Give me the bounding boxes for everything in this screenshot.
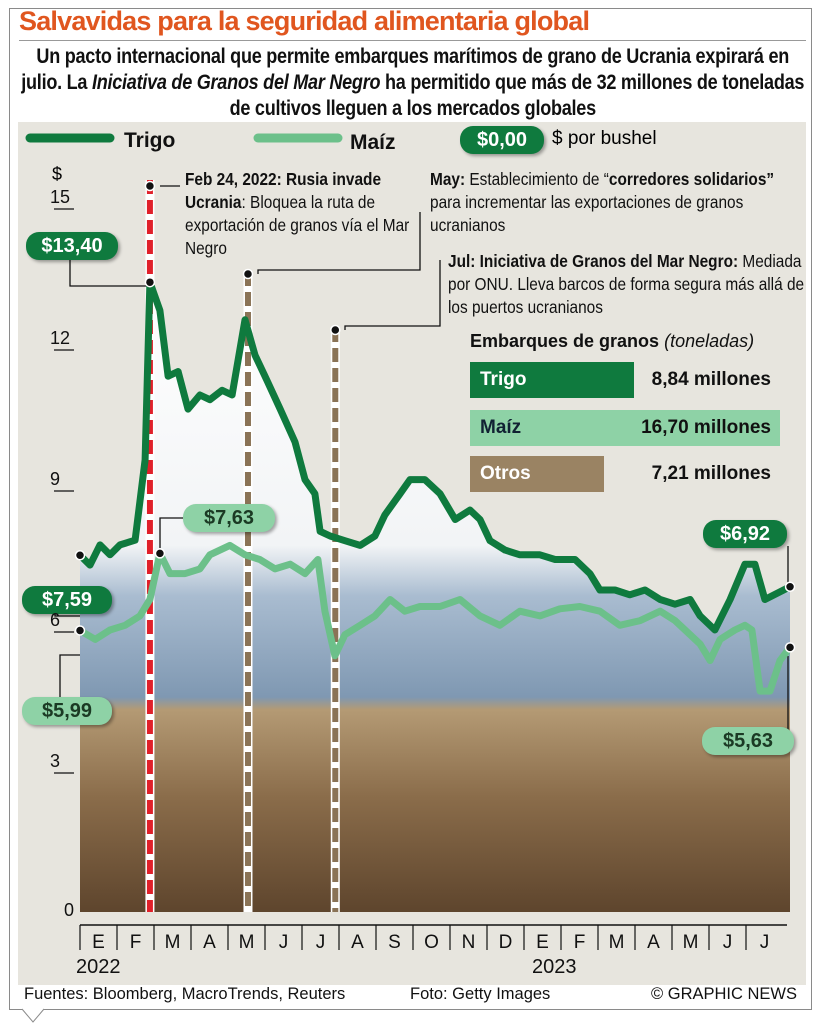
x-tick-label: F xyxy=(574,932,586,953)
subtitle-part: Un pacto internacional que permite embar… xyxy=(21,45,790,94)
x-tick-label: A xyxy=(647,932,660,953)
marker-dot xyxy=(74,625,86,636)
shipments-title: Embarques de granos (toneladas) xyxy=(470,331,754,352)
marker-dot xyxy=(144,180,156,192)
marker-dot xyxy=(242,268,254,280)
wheat-price-line xyxy=(77,278,792,634)
x-tick-label: J xyxy=(279,932,289,953)
shipment-bar-1: Maíz xyxy=(470,410,780,446)
year-label-2022: 2022 xyxy=(76,956,121,978)
leader-line xyxy=(69,260,150,287)
y-tick-label: 12 xyxy=(50,328,71,348)
marker-dot xyxy=(144,276,156,288)
x-tick-label: M xyxy=(239,932,255,953)
annotation-may-bold: May: xyxy=(430,169,466,189)
year-label-2023: 2023 xyxy=(532,956,577,978)
x-tick-label: J xyxy=(760,932,770,953)
x-tick-label: E xyxy=(92,932,105,953)
annotation-invasion-text: : Bloquea la ruta de exportación de gran… xyxy=(185,192,410,258)
callout-wheat-start: $7,59 xyxy=(22,586,112,614)
x-tick-label: J xyxy=(723,932,733,953)
y-tick-label: 3 xyxy=(50,751,61,771)
shipment-bar-label: Maíz xyxy=(480,417,522,438)
subtitle-part: ha permitido que más de 32 millones de t… xyxy=(229,71,805,120)
annotation-may-bold2: corredores solidarios” xyxy=(608,169,775,189)
copyright: © GRAPHIC NEWS xyxy=(651,985,798,1003)
callout-corn-start: $5,99 xyxy=(22,697,112,725)
x-tick-label: F xyxy=(130,932,142,953)
annotation-may: May: Establecimiento de “corredores soli… xyxy=(430,168,800,237)
shipment-bar-2: Otros xyxy=(470,456,604,492)
callout-corn-end: $5,63 xyxy=(702,727,794,755)
frame xyxy=(9,8,812,1010)
title: Salvavidas para la seguridad alimentaria… xyxy=(19,6,590,36)
annotation-jul-text: Mediada por ONU. Lleva barcos de forma s… xyxy=(448,251,805,317)
x-tick-label: E xyxy=(536,932,549,953)
marker-dot xyxy=(154,548,166,559)
y-tick-label: 0 xyxy=(64,900,75,920)
callout-wheat-end: $6,92 xyxy=(703,520,787,548)
shipments-unit: (toneladas) xyxy=(664,331,755,351)
x-tick-label: A xyxy=(203,932,216,953)
annotation-jul: Jul: Iniciativa de Granos del Mar Negro:… xyxy=(448,250,804,319)
x-tick-label: O xyxy=(424,932,439,953)
x-tick-label: A xyxy=(351,932,364,953)
marker-dot xyxy=(784,642,796,653)
callout-corn-feb: $7,63 xyxy=(183,504,275,532)
shipment-bar-value: 16,70 millones xyxy=(641,417,771,438)
leader-line xyxy=(59,654,80,700)
shipment-bar-value: 8,84 millones xyxy=(651,369,771,390)
leader-line xyxy=(257,212,421,274)
title-divider xyxy=(19,40,806,41)
shipment-bar-0: Trigo xyxy=(470,362,635,398)
leader-line xyxy=(159,517,183,548)
shipment-bar-label: Otros xyxy=(480,463,531,484)
marker-dot xyxy=(330,324,341,336)
x-tick-label: M xyxy=(683,932,699,953)
shipments-title-text: Embarques de granos xyxy=(470,331,660,351)
y-tick-label: 6 xyxy=(50,610,61,630)
legend-price-pill: $0,00 xyxy=(460,126,544,154)
x-tick-label: N xyxy=(462,932,476,953)
shipment-bar-label: Trigo xyxy=(480,369,527,390)
x-tick-label: S xyxy=(388,932,401,953)
photo-credit: Foto: Getty Images xyxy=(410,985,551,1003)
annotation-invasion: Feb 24, 2022: Rusia invade Ucrania: Bloq… xyxy=(185,168,417,260)
x-tick-label: J xyxy=(316,932,326,953)
leader-line xyxy=(344,260,441,330)
frame-pointer xyxy=(21,1008,45,1023)
y-axis-unit: $ xyxy=(52,164,63,184)
legend-corn-label: Maíz xyxy=(350,131,396,154)
annotation-may-text2: para incrementar las exportaciones de gr… xyxy=(430,192,744,235)
y-tick-label: 9 xyxy=(50,469,61,489)
x-tick-label: M xyxy=(609,932,625,953)
y-tick-label: 15 xyxy=(50,187,71,207)
shipment-bar-value: 7,21 millones xyxy=(651,463,771,484)
annotation-may-text: Establecimiento de “ xyxy=(465,169,609,189)
x-tick-label: D xyxy=(499,932,513,953)
corn-price-line xyxy=(78,541,793,695)
subtitle-italic: Iniciativa de Granos del Mar Negro xyxy=(91,71,381,94)
subtitle: Un pacto internacional que permite embar… xyxy=(18,44,807,122)
legend-wheat-label: Trigo xyxy=(124,129,176,152)
annotation-jul-bold: Jul: Iniciativa de Granos del Mar Negro: xyxy=(448,251,739,271)
callout-wheat-peak: $13,40 xyxy=(26,232,118,260)
legend-unit: $ por bushel xyxy=(552,128,657,149)
marker-dot xyxy=(784,581,796,593)
sources: Fuentes: Bloomberg, MacroTrends, Reuters xyxy=(24,985,346,1003)
marker-dot xyxy=(74,550,86,561)
x-tick-label: M xyxy=(165,932,181,953)
annotation-invasion-bold: Feb 24, 2022: Rusia invade Ucrania xyxy=(185,169,382,212)
